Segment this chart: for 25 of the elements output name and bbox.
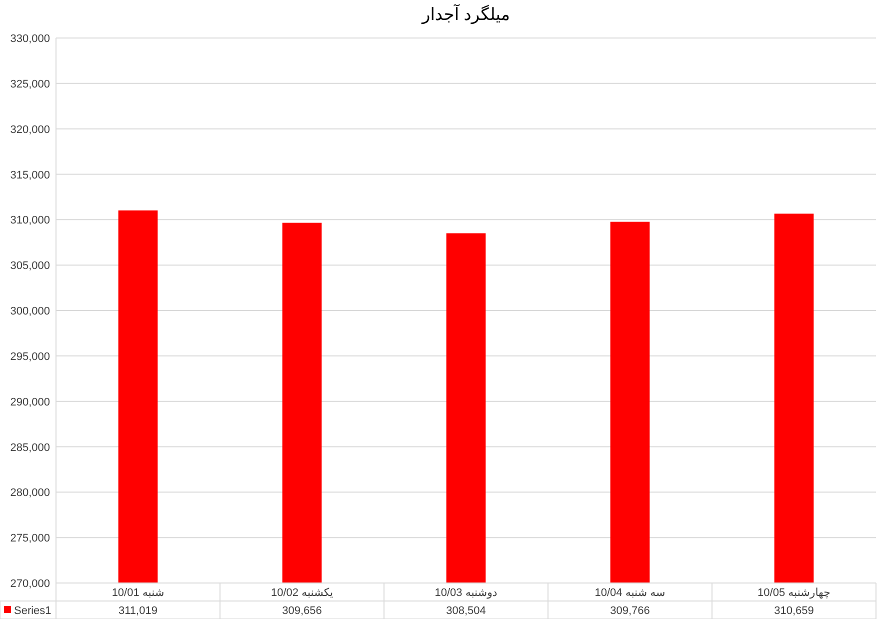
data-label: 308,504 xyxy=(446,605,486,617)
y-tick-label: 325,000 xyxy=(10,78,50,90)
y-tick-label: 270,000 xyxy=(10,578,50,590)
y-tick-label: 290,000 xyxy=(10,396,50,408)
x-tick-label: 10/03 دوشنبه xyxy=(434,587,498,599)
y-tick-label: 295,000 xyxy=(10,350,50,363)
y-tick-label: 330,000 xyxy=(10,33,50,45)
y-tick-label: 320,000 xyxy=(10,124,50,136)
x-tick-label: 10/02 یکشنبه xyxy=(270,587,334,599)
x-tick-label: 10/04 سه شنبه xyxy=(594,587,666,599)
y-tick-label: 305,000 xyxy=(10,260,50,272)
legend-label: Series1 xyxy=(14,605,52,617)
x-tick-label: 10/01 شنبه xyxy=(112,587,164,599)
y-tick-label: 280,000 xyxy=(10,487,50,500)
data-label: 310,659 xyxy=(774,605,814,617)
y-tick-label: 300,000 xyxy=(10,306,50,318)
y-tick-label: 275,000 xyxy=(10,532,50,545)
y-tick-label: 310,000 xyxy=(10,214,50,227)
data-label: 309,656 xyxy=(282,605,322,617)
y-tick-label: 315,000 xyxy=(10,169,50,182)
data-label: 309,766 xyxy=(610,605,650,617)
data-label: 311,019 xyxy=(118,605,158,617)
chart-title: میلگرد آجدار xyxy=(420,4,510,25)
y-tick-label: 285,000 xyxy=(10,442,50,454)
x-tick-label: 10/05 چهارشنبه xyxy=(758,587,830,599)
